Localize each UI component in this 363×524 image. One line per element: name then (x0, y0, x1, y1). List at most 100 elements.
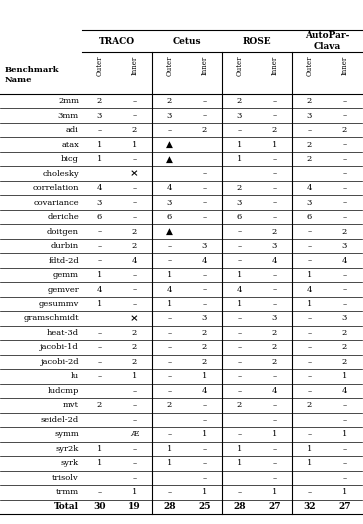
Text: 2: 2 (307, 401, 312, 409)
Text: –: – (272, 474, 277, 482)
Text: 2: 2 (272, 329, 277, 337)
Text: 1: 1 (97, 140, 102, 149)
Text: 1: 1 (97, 155, 102, 163)
Text: 2: 2 (272, 358, 277, 366)
Text: 19: 19 (128, 503, 141, 511)
Text: –: – (237, 329, 242, 337)
Text: ludcmp: ludcmp (48, 387, 79, 395)
Text: 6: 6 (307, 213, 312, 221)
Text: 32: 32 (303, 503, 316, 511)
Text: –: – (132, 474, 136, 482)
Text: 1: 1 (272, 140, 277, 149)
Text: –: – (97, 488, 102, 496)
Text: –: – (237, 126, 242, 134)
Text: 1: 1 (132, 373, 137, 380)
Text: 1: 1 (167, 271, 172, 279)
Text: Cetus: Cetus (173, 37, 201, 46)
Text: –: – (307, 488, 311, 496)
Text: 4: 4 (307, 184, 312, 192)
Text: 1: 1 (97, 445, 102, 453)
Text: 2: 2 (307, 140, 312, 149)
Text: syr2k: syr2k (56, 445, 79, 453)
Text: 3: 3 (202, 314, 207, 322)
Text: –: – (97, 343, 102, 352)
Text: atax: atax (61, 140, 79, 149)
Text: 4: 4 (202, 387, 207, 395)
Text: –: – (132, 155, 136, 163)
Text: 2: 2 (132, 126, 137, 134)
Text: jacobi-2d: jacobi-2d (40, 358, 79, 366)
Text: –: – (203, 97, 207, 105)
Text: 3: 3 (97, 199, 102, 206)
Text: 1: 1 (272, 488, 277, 496)
Text: –: – (203, 184, 207, 192)
Text: trmm: trmm (56, 488, 79, 496)
Text: –: – (237, 343, 242, 352)
Text: 2: 2 (272, 126, 277, 134)
Text: –: – (342, 199, 347, 206)
Text: 3: 3 (202, 242, 207, 250)
Text: 1: 1 (202, 430, 207, 439)
Text: 4: 4 (307, 286, 312, 293)
Text: –: – (272, 445, 277, 453)
Text: 3: 3 (237, 199, 242, 206)
Text: 1: 1 (202, 488, 207, 496)
Text: –: – (307, 227, 311, 236)
Text: –: – (342, 140, 347, 149)
Text: 1: 1 (167, 300, 172, 308)
Text: –: – (342, 170, 347, 178)
Text: 2: 2 (272, 343, 277, 352)
Text: 2: 2 (202, 343, 207, 352)
Text: seidel-2d: seidel-2d (41, 416, 79, 424)
Text: adi: adi (66, 126, 79, 134)
Text: –: – (97, 242, 102, 250)
Text: –: – (237, 488, 242, 496)
Text: –: – (307, 242, 311, 250)
Text: –: – (237, 257, 242, 265)
Text: Inner: Inner (270, 56, 278, 75)
Text: –: – (307, 314, 311, 322)
Text: 1: 1 (307, 445, 312, 453)
Text: –: – (203, 416, 207, 424)
Text: 1: 1 (97, 271, 102, 279)
Text: TRACO: TRACO (99, 37, 135, 46)
Text: 2: 2 (342, 126, 347, 134)
Text: –: – (167, 373, 172, 380)
Text: –: – (97, 126, 102, 134)
Text: ▲: ▲ (166, 140, 173, 149)
Text: –: – (203, 170, 207, 178)
Text: deriche: deriche (47, 213, 79, 221)
Text: –: – (272, 155, 277, 163)
Text: –: – (272, 199, 277, 206)
Text: –: – (272, 416, 277, 424)
Text: covariance: covariance (33, 199, 79, 206)
Text: ×: × (130, 169, 139, 178)
Text: 2: 2 (237, 184, 242, 192)
Text: –: – (167, 257, 172, 265)
Text: Outer: Outer (166, 56, 174, 77)
Text: 4: 4 (97, 184, 102, 192)
Text: –: – (342, 184, 347, 192)
Text: 6: 6 (237, 213, 242, 221)
Text: 4: 4 (132, 257, 137, 265)
Text: Æ: Æ (130, 430, 139, 439)
Text: ROSE: ROSE (243, 37, 271, 46)
Text: –: – (307, 126, 311, 134)
Text: 1: 1 (237, 271, 242, 279)
Text: 4: 4 (167, 184, 172, 192)
Text: 1: 1 (307, 460, 312, 467)
Text: 2: 2 (132, 242, 137, 250)
Text: 3: 3 (272, 314, 277, 322)
Text: –: – (97, 329, 102, 337)
Text: trisolv: trisolv (52, 474, 79, 482)
Text: –: – (167, 314, 172, 322)
Text: 3: 3 (167, 112, 172, 119)
Text: –: – (132, 460, 136, 467)
Text: –: – (307, 257, 311, 265)
Text: 2: 2 (97, 401, 102, 409)
Text: –: – (307, 387, 311, 395)
Text: doitgen: doitgen (47, 227, 79, 236)
Text: –: – (132, 97, 136, 105)
Text: correlation: correlation (33, 184, 79, 192)
Text: ▲: ▲ (166, 155, 173, 163)
